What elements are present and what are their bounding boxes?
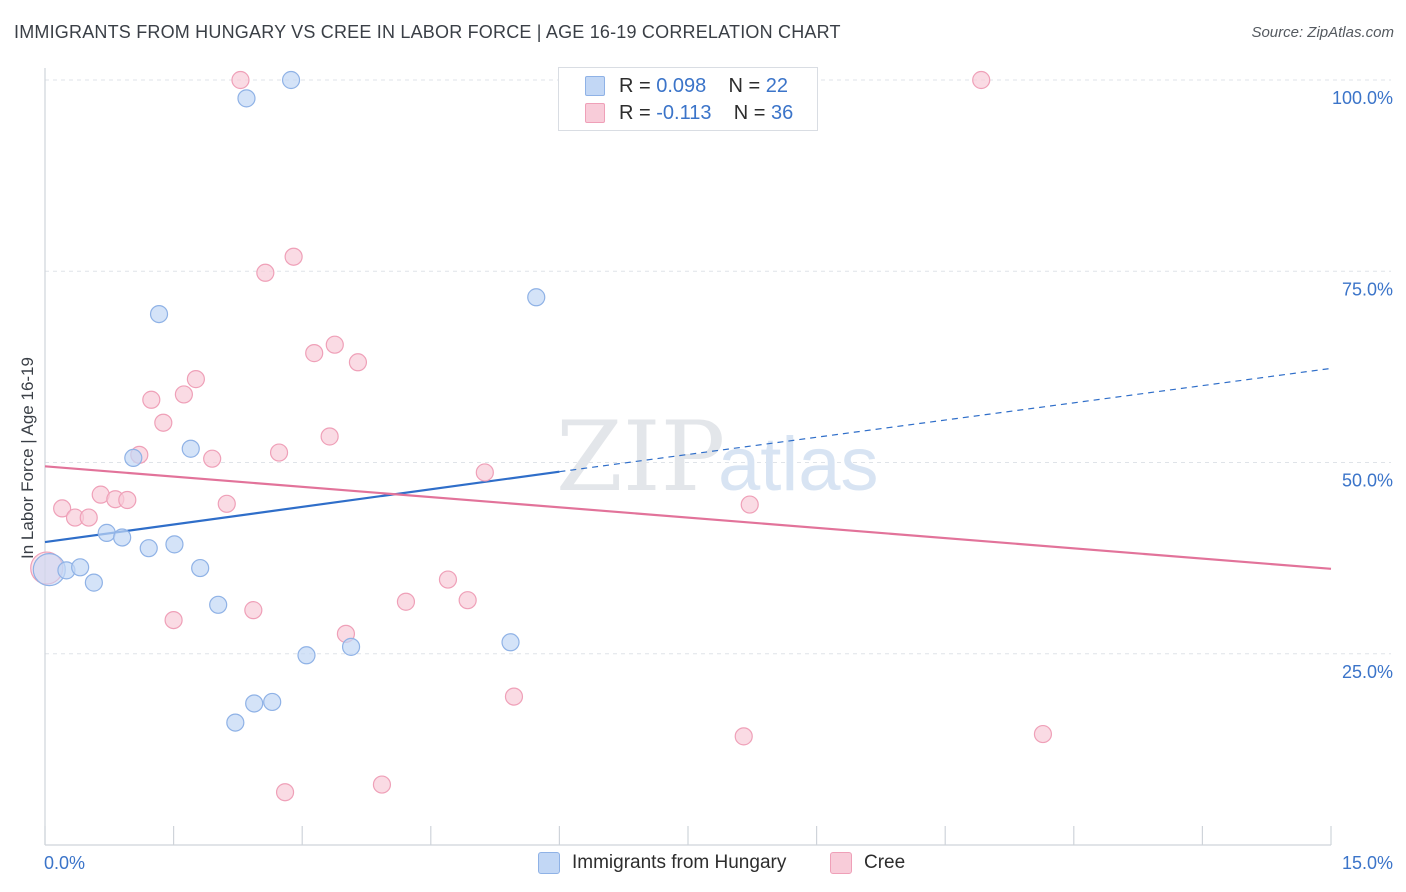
cree-point — [118, 490, 137, 510]
cree-point — [972, 70, 991, 90]
cree-point — [164, 610, 183, 630]
x-tick-label: 0.0% — [44, 853, 85, 873]
stats-text: R = 0.098 N = 22 — [619, 75, 788, 98]
hungary-point — [71, 558, 90, 577]
y-tick-label: 100.0% — [1332, 88, 1393, 108]
hungary-trend-extension — [559, 367, 1332, 473]
hungary-point — [263, 692, 282, 712]
cree-point — [325, 335, 344, 354]
r-label: R = — [619, 74, 657, 97]
cree-point — [438, 570, 458, 589]
n-label: N = — [728, 74, 766, 97]
hungary-point — [97, 523, 116, 542]
hungary-point — [209, 595, 228, 614]
hungary-point — [149, 304, 169, 324]
stats-legend: R = 0.098 N = 22 R = -0.113 N = 36 — [558, 67, 818, 131]
cree-point — [53, 499, 72, 518]
n-value: 22 — [765, 74, 789, 97]
cree-point — [154, 413, 173, 432]
hungary-trend-line — [44, 470, 560, 544]
series-legend: Immigrants from Hungary Cree — [0, 848, 1406, 880]
hungary-point — [245, 694, 264, 713]
cree-point — [79, 508, 98, 527]
cree-point — [475, 463, 494, 482]
stats-row-cree: R = -0.113 N = 36 — [585, 100, 793, 126]
cree-point — [305, 344, 324, 363]
legend-item-hungary[interactable]: Immigrants from Hungary — [538, 852, 786, 874]
hungary-point — [297, 646, 316, 665]
cree-point — [275, 783, 295, 802]
hungary-swatch — [538, 852, 560, 874]
hungary-point — [124, 448, 143, 468]
cree-point — [458, 591, 477, 610]
cree-trend-line — [44, 465, 1332, 570]
cree-point — [142, 390, 161, 409]
watermark-zip: ZIP — [556, 401, 725, 513]
cree-point — [186, 370, 205, 389]
tick-labels: 25.0% 50.0% 75.0% 100.0% 0.0% 15.0% — [44, 88, 1393, 873]
n-label: N = — [733, 101, 771, 124]
trend-lines — [44, 367, 1332, 570]
cree-point — [231, 70, 250, 90]
hungary-point — [501, 633, 520, 652]
cree-point — [244, 601, 263, 620]
cree-point — [396, 592, 416, 611]
hungary-point — [181, 439, 200, 458]
hungary-swatch — [585, 76, 605, 96]
cree-point — [734, 727, 753, 746]
legend-label: Cree — [864, 852, 906, 873]
y-tick-label: 75.0% — [1342, 279, 1393, 299]
cree-point — [269, 443, 289, 462]
hungary-point — [237, 89, 256, 108]
stats-text: R = -0.113 N = 36 — [619, 102, 793, 125]
legend-item-cree[interactable]: Cree — [830, 852, 905, 874]
cree-point — [348, 353, 368, 372]
y-tick-label: 25.0% — [1342, 662, 1393, 682]
cree-swatch — [585, 103, 605, 123]
points-layer — [30, 70, 1053, 802]
hungary-point — [139, 539, 158, 558]
cree-point — [174, 385, 193, 404]
y-tick-label: 50.0% — [1342, 471, 1393, 491]
r-value: -0.113 — [656, 101, 712, 124]
cree-point — [320, 427, 339, 446]
stats-row-hungary: R = 0.098 N = 22 — [585, 73, 788, 99]
cree-point — [217, 494, 236, 513]
cree-point — [256, 263, 275, 282]
r-value: 0.098 — [656, 74, 707, 97]
y-axis-label: In Labor Force | Age 16-19 — [18, 357, 37, 559]
cree-point — [1033, 724, 1053, 744]
hungary-point — [527, 288, 546, 307]
cree-point — [740, 495, 759, 514]
n-value: 36 — [770, 101, 794, 124]
watermark-atlas: atlas — [718, 422, 879, 507]
hungary-point — [341, 637, 361, 656]
cree-point — [203, 449, 222, 468]
hungary-point — [113, 528, 132, 547]
r-label: R = — [619, 101, 657, 124]
axes-layer — [44, 68, 1332, 846]
cree-swatch — [830, 852, 852, 874]
source-label: Source: ZipAtlas.com — [1251, 24, 1394, 41]
hungary-point — [226, 713, 245, 732]
hungary-point — [84, 573, 103, 592]
chart-title: IMMIGRANTS FROM HUNGARY VS CREE IN LABOR… — [14, 22, 841, 42]
hungary-point — [281, 70, 301, 90]
cree-point — [284, 247, 303, 266]
legend-label: Immigrants from Hungary — [572, 852, 787, 873]
hungary-point — [165, 535, 184, 554]
cree-point — [372, 775, 392, 794]
watermark: ZIP atlas — [556, 401, 879, 513]
x-tick-label: 15.0% — [1342, 853, 1393, 873]
grid-layer — [45, 79, 1391, 655]
hungary-point — [191, 558, 210, 578]
cree-point — [504, 687, 524, 706]
